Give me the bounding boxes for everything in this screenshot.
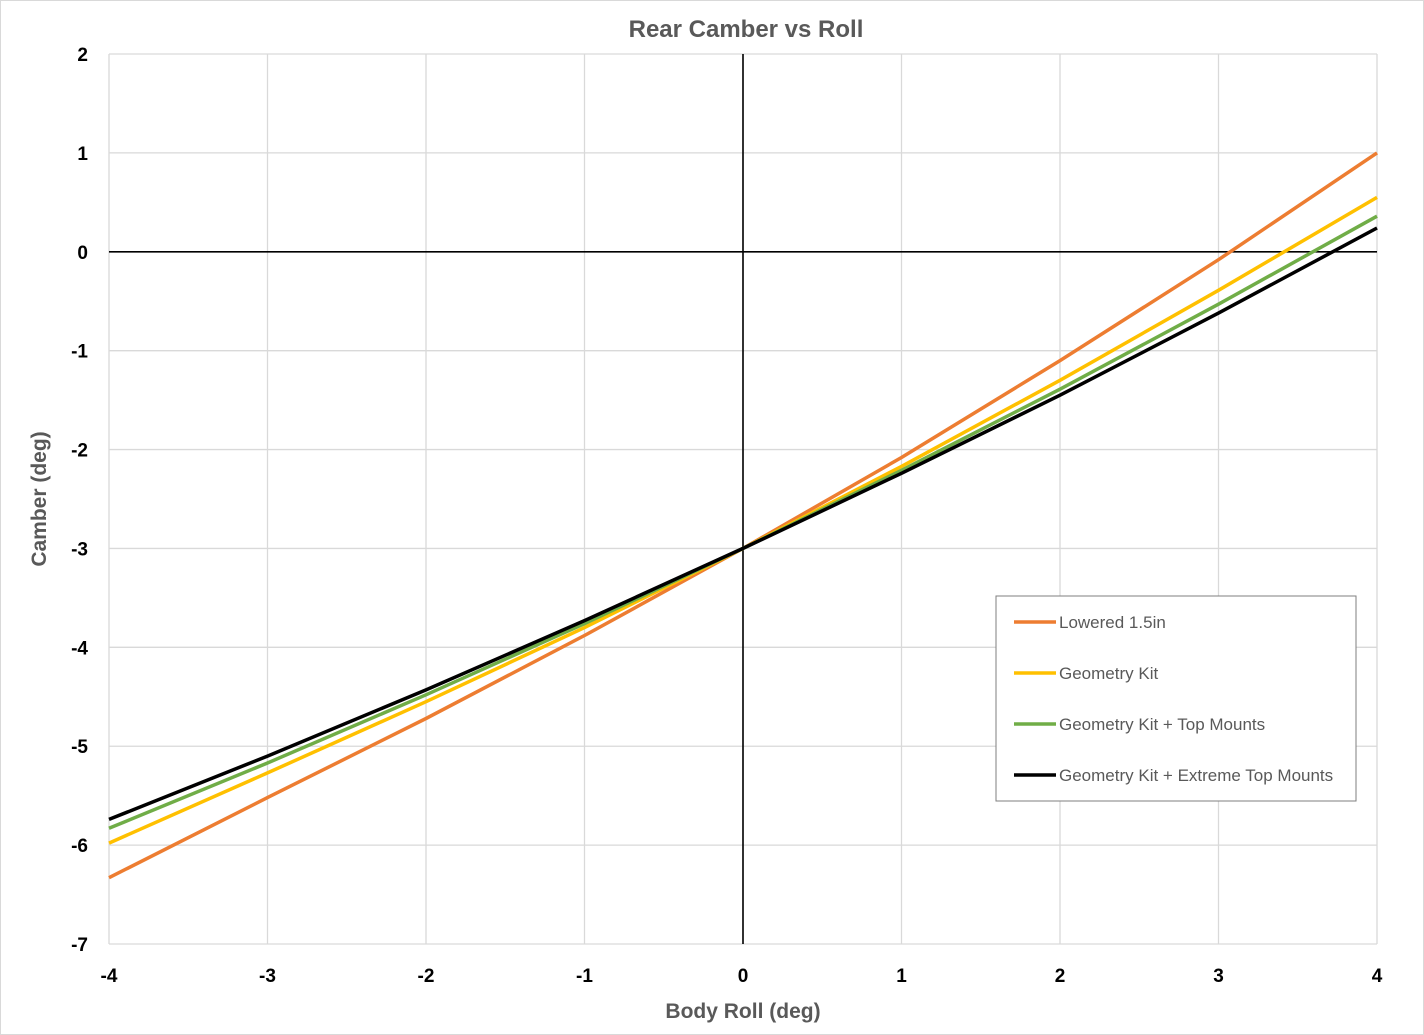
legend-box xyxy=(995,595,1357,802)
y-tick-label: 1 xyxy=(77,144,88,165)
chart-title: Rear Camber vs Roll xyxy=(629,16,864,43)
y-axis-ticks: 2 1 0 -1 -2 -3 -4 -5 -6 -7 xyxy=(71,45,88,956)
y-tick-label: -3 xyxy=(71,539,88,560)
series-line xyxy=(108,226,1378,822)
x-tick-label: 0 xyxy=(738,966,749,987)
y-axis-label: Camber (deg) xyxy=(28,431,51,566)
x-tick-label: 2 xyxy=(1055,966,1066,987)
y-tick-label: -1 xyxy=(71,342,88,363)
legend-label: Geometry Kit + Top Mounts xyxy=(1059,715,1265,734)
x-axis-label: Body Roll (deg) xyxy=(665,1000,820,1023)
y-tick-label: 2 xyxy=(77,45,88,66)
legend-label: Geometry Kit + Extreme Top Mounts xyxy=(1059,766,1333,785)
legend-label: Lowered 1.5in xyxy=(1059,613,1166,632)
axes xyxy=(109,54,1377,944)
y-tick-label: -2 xyxy=(71,441,88,462)
series-lines xyxy=(108,151,1378,880)
x-tick-label: 1 xyxy=(896,966,907,987)
x-tick-label: -1 xyxy=(576,966,593,987)
legend: Lowered 1.5in Geometry Kit Geometry Kit + … xyxy=(995,595,1357,802)
y-tick-label: -7 xyxy=(71,935,88,956)
x-tick-label: 3 xyxy=(1213,966,1224,987)
y-tick-label: -6 xyxy=(71,836,88,857)
x-tick-label: -2 xyxy=(418,966,435,987)
x-tick-label: 4 xyxy=(1372,966,1383,987)
x-axis-ticks: -4 -3 -2 -1 0 1 2 3 4 xyxy=(101,966,1383,987)
legend-label: Geometry Kit xyxy=(1059,664,1158,683)
y-tick-label: -5 xyxy=(71,737,88,758)
x-tick-label: -3 xyxy=(259,966,276,987)
y-tick-label: 0 xyxy=(77,243,88,264)
y-tick-label: -4 xyxy=(71,638,88,659)
x-tick-label: -4 xyxy=(101,966,118,987)
